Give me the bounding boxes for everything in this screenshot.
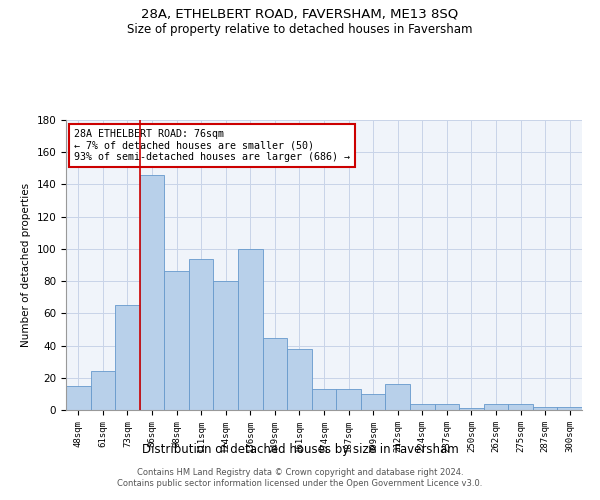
Bar — [557, 407, 582, 410]
Bar — [66, 386, 91, 410]
Text: 28A, ETHELBERT ROAD, FAVERSHAM, ME13 8SQ: 28A, ETHELBERT ROAD, FAVERSHAM, ME13 8SQ — [142, 8, 458, 20]
Bar — [361, 394, 385, 410]
Bar — [484, 404, 508, 410]
Bar — [385, 384, 410, 410]
Bar — [287, 349, 312, 410]
Bar — [238, 249, 263, 410]
Bar — [434, 404, 459, 410]
Text: Contains HM Land Registry data © Crown copyright and database right 2024.
Contai: Contains HM Land Registry data © Crown c… — [118, 468, 482, 487]
Text: 28A ETHELBERT ROAD: 76sqm
← 7% of detached houses are smaller (50)
93% of semi-d: 28A ETHELBERT ROAD: 76sqm ← 7% of detach… — [74, 128, 350, 162]
Bar — [115, 306, 140, 410]
Text: Size of property relative to detached houses in Faversham: Size of property relative to detached ho… — [127, 22, 473, 36]
Bar — [410, 404, 434, 410]
Bar — [91, 372, 115, 410]
Bar — [533, 407, 557, 410]
Bar — [312, 389, 336, 410]
Y-axis label: Number of detached properties: Number of detached properties — [21, 183, 31, 347]
Bar — [336, 389, 361, 410]
Bar — [459, 408, 484, 410]
Bar — [214, 281, 238, 410]
Bar — [164, 272, 189, 410]
Bar — [263, 338, 287, 410]
Text: Distribution of detached houses by size in Faversham: Distribution of detached houses by size … — [142, 442, 458, 456]
Bar — [189, 258, 214, 410]
Bar — [140, 175, 164, 410]
Bar — [508, 404, 533, 410]
